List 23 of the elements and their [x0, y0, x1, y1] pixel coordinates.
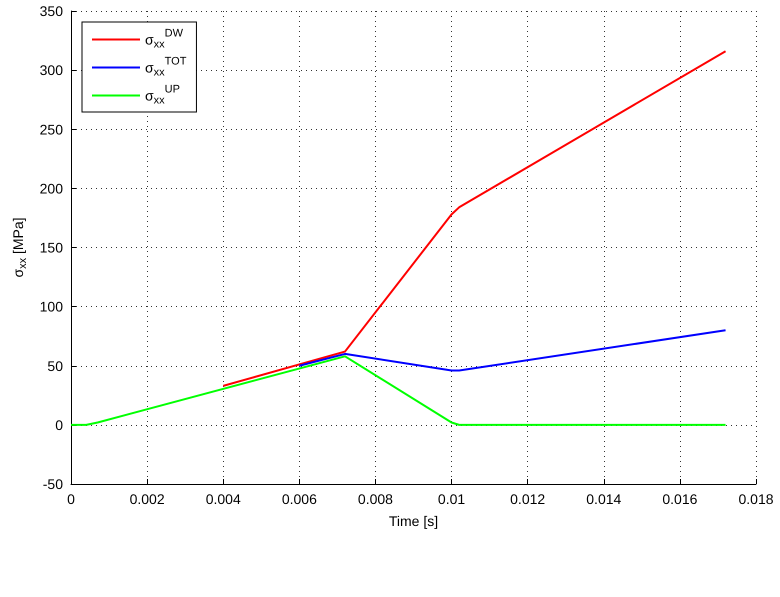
line-series — [222, 50, 727, 387]
y-tick-label: 300 — [40, 62, 64, 78]
y-tick-label: 150 — [40, 240, 64, 256]
x-tick-label: 0.01 — [438, 491, 466, 507]
y-tick-label: 0 — [55, 416, 64, 433]
x-tick-label: 0.006 — [282, 491, 318, 507]
x-tick-label: 0.012 — [510, 491, 546, 507]
x-tick-label: 0.014 — [586, 491, 622, 507]
y-tick-label: -50 — [42, 476, 64, 492]
y-tick-label: 200 — [40, 180, 64, 196]
x-tick-label: 0.004 — [206, 491, 241, 507]
x-tick-label: 0 — [67, 491, 76, 507]
x-tick-label: 0.002 — [130, 491, 165, 507]
y-tick-label: 350 — [40, 3, 64, 19]
x-tick-label: 0.018 — [738, 491, 774, 507]
y-tick-label: 50 — [47, 358, 64, 374]
x-axis-title: Time [s] — [388, 513, 438, 529]
y-axis-title: σxx [MPa] — [10, 217, 30, 278]
x-tick-label: 0.016 — [662, 491, 698, 507]
line-series — [298, 329, 727, 372]
y-tick-label: 250 — [40, 121, 64, 138]
y-tick-label: 100 — [40, 298, 64, 315]
x-tick-label: 0.008 — [358, 491, 394, 507]
